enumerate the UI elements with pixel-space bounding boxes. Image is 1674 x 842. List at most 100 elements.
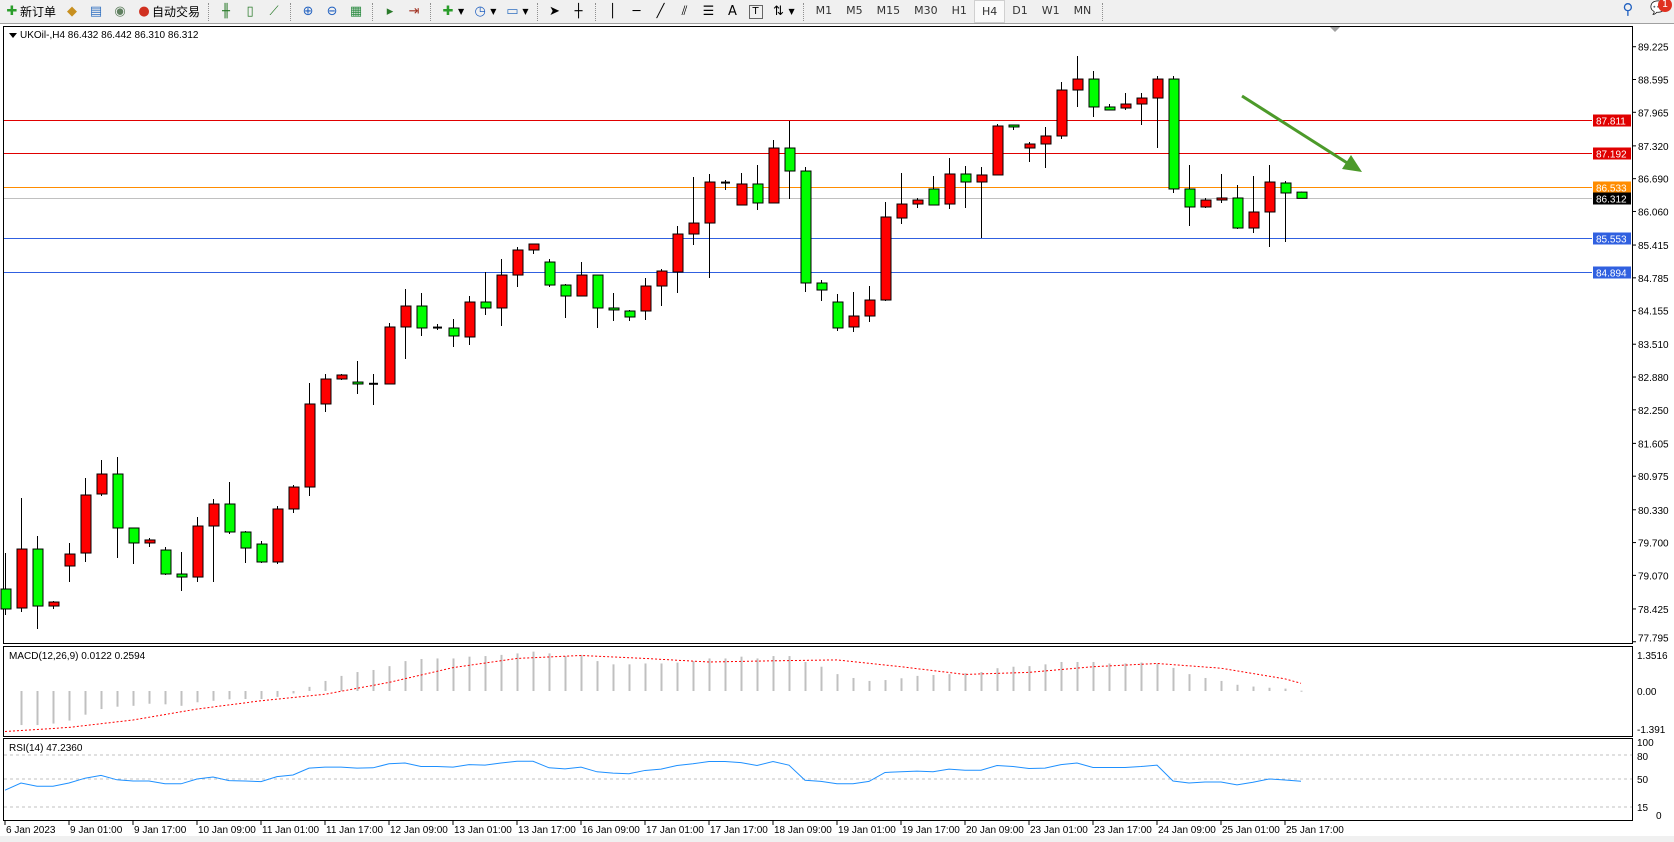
macd-histogram-bar (84, 691, 87, 715)
macd-histogram-bar (484, 656, 487, 691)
candlestick-button[interactable]: ▯ (239, 1, 261, 22)
macd-histogram-bar (1124, 663, 1127, 691)
candle-body (1216, 197, 1228, 201)
time-tick-label: 13 Jan 01:00 (454, 825, 512, 836)
macd-histogram-bar (324, 680, 327, 691)
book-icon: ◆ (67, 3, 78, 19)
new-order-button[interactable]: ✚ 新订单 (1, 1, 59, 22)
equidistant-channel-button[interactable]: ⫽ (674, 1, 696, 22)
price-level-badge (1593, 266, 1631, 279)
line-chart-button[interactable]: ⟋ (263, 1, 285, 22)
candle (1152, 76, 1164, 149)
candle (721, 179, 730, 191)
timeframe-m30-button[interactable]: M30 (914, 4, 938, 17)
timeframe-mn-button[interactable]: MN (1073, 4, 1092, 17)
price-level-badge (1593, 192, 1631, 205)
indicators-button[interactable]: ✚ ▼ (437, 1, 467, 22)
main-pane-frame (3, 26, 1633, 644)
auto-scroll-button[interactable]: ▸ (379, 1, 401, 22)
arrows-icon: ⇅ (773, 3, 784, 19)
macd-histogram-bar (1188, 674, 1191, 691)
candle-body (384, 326, 396, 385)
periods-button[interactable]: ◷ ▼ (469, 1, 499, 22)
candle-body (304, 403, 316, 488)
candle (1280, 181, 1292, 242)
text-icon: A (728, 3, 737, 19)
trend-arrow-annotation[interactable] (1241, 94, 1362, 172)
cursor-button[interactable]: ➤ (544, 1, 566, 22)
text-label-button[interactable]: T (746, 1, 766, 22)
candle (608, 292, 620, 322)
candle-body (48, 601, 60, 607)
candle (752, 164, 764, 211)
horizontal-line-button[interactable]: ─ (626, 1, 648, 22)
candle-body (1136, 97, 1148, 105)
timeframe-h4-button[interactable]: H4 (973, 0, 1006, 23)
candle-body (1040, 135, 1052, 145)
zoom-in-button[interactable]: ⊕ (297, 1, 319, 22)
zoom-in-icon: ⊕ (302, 3, 314, 19)
candle (464, 296, 476, 346)
candle (624, 309, 636, 322)
notifications-button[interactable]: 💬 1 (1650, 0, 1672, 17)
trendline-button[interactable]: ╱ (650, 1, 672, 22)
candle-body (272, 508, 284, 563)
fibonacci-button[interactable]: ☰ (698, 1, 720, 22)
arrow-head-icon (1342, 155, 1362, 172)
auto-trading-button[interactable]: ● 自动交易 (133, 1, 203, 22)
timeframe-m5-button[interactable]: M5 (846, 4, 863, 17)
macd-histogram-bar (884, 680, 887, 691)
candle-body (160, 549, 172, 575)
price-tick-label: 88.595 (1638, 75, 1669, 86)
candle (369, 374, 378, 406)
symbol-menu-triangle-icon[interactable] (9, 33, 17, 38)
macd-histogram-bar (1044, 664, 1047, 691)
time-tick-label: 11 Jan 01:00 (262, 825, 320, 836)
crosshair-button[interactable]: ┼ (568, 1, 590, 22)
macd-histogram-bar (804, 661, 807, 691)
metaeditor-button[interactable]: ◆ (61, 1, 83, 22)
tile-windows-button[interactable]: ▦ (345, 1, 367, 22)
macd-histogram-bar (596, 661, 599, 691)
timeframe-m15-button[interactable]: M15 (876, 4, 901, 17)
macd-histogram-bar (532, 651, 535, 691)
macd-histogram-bar (196, 691, 199, 703)
price-level-badge (1593, 147, 1631, 160)
candle (640, 278, 652, 321)
text-button[interactable]: A (722, 1, 744, 22)
candle-body (768, 147, 780, 204)
timeframe-h1-button[interactable]: H1 (951, 4, 967, 17)
market-watch-button[interactable]: ▤ (85, 1, 107, 22)
indicators-icon: ✚ (442, 3, 454, 19)
candle-body (224, 503, 236, 533)
vertical-line-button[interactable]: │ (602, 1, 624, 22)
bar-chart-button[interactable]: ╫ (215, 1, 237, 22)
macd-histogram-bar (756, 658, 759, 691)
macd-histogram-bar (564, 656, 567, 691)
zoom-out-button[interactable]: ⊖ (321, 1, 343, 22)
templates-button[interactable]: ▭ ▼ (501, 1, 531, 22)
candle-body (320, 378, 332, 405)
fibonacci-icon: ☰ (702, 3, 715, 19)
timeframe-m1-button[interactable]: M1 (815, 4, 833, 17)
candle-body (816, 282, 828, 291)
chart-shift-marker[interactable] (1330, 27, 1340, 32)
macd-histogram-bar (820, 666, 823, 691)
signals-button[interactable]: ◉ (109, 1, 131, 22)
candle-body (1296, 191, 1308, 199)
candle-body (352, 381, 364, 385)
chart-shift-button[interactable]: ⇥ (403, 1, 425, 22)
candle (1040, 127, 1052, 168)
auto-trading-icon: ● (138, 3, 150, 19)
candle (448, 319, 460, 348)
arrows-button[interactable]: ⇅ ▼ (768, 1, 798, 22)
toolbar-separator (430, 2, 432, 21)
timeframe-d1-button[interactable]: D1 (1012, 4, 1028, 17)
timeframe-w1-button[interactable]: W1 (1041, 4, 1060, 17)
time-tick-label: 13 Jan 17:00 (518, 825, 576, 836)
candle (960, 166, 972, 209)
dropdown-arrow-icon: ▼ (522, 7, 529, 16)
search-icon[interactable]: ⚲ (1622, 0, 1634, 18)
candle (1200, 197, 1212, 209)
